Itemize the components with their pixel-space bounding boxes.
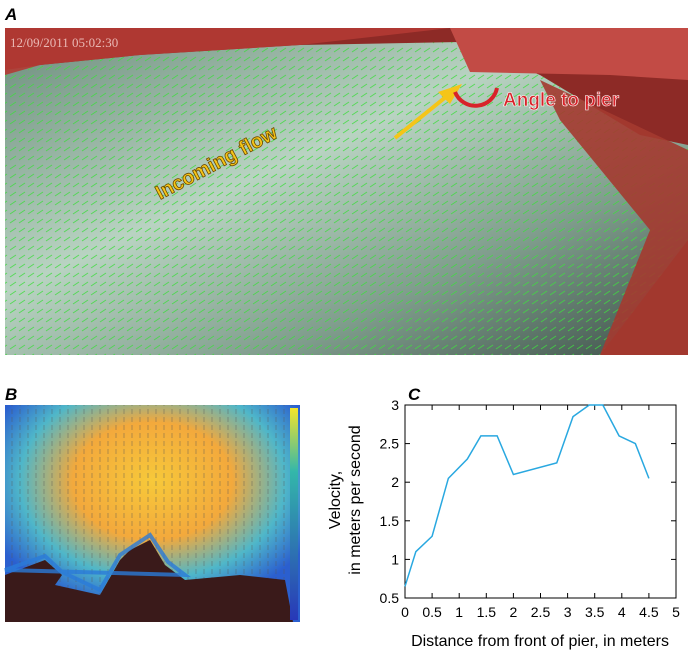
x-tick-label: 1.5 <box>477 604 497 620</box>
panel-label: A <box>4 5 17 24</box>
x-tick-label: 0.5 <box>422 604 442 620</box>
y-axis-label: in meters per second <box>347 425 364 574</box>
y-tick-label: 2.5 <box>380 436 400 452</box>
y-tick-label: 2 <box>391 474 399 490</box>
y-axis-label: Velocity, <box>327 471 344 529</box>
line-chart: C Distance from front of pier, in meters… <box>327 385 680 650</box>
x-tick-label: 2.5 <box>531 604 551 620</box>
x-tick-label: 0 <box>401 604 409 620</box>
plot-frame <box>405 405 676 598</box>
x-tick-label: 4 <box>618 604 626 620</box>
photo <box>5 28 688 355</box>
x-tick-label: 5 <box>672 604 680 620</box>
angle-label: Angle to pier <box>503 90 620 111</box>
y-tick-label: 1.5 <box>380 513 400 529</box>
y-tick-label: 3 <box>391 397 399 413</box>
figure: A 12/09/2011 05:02:30 Incoming flow Angl… <box>0 0 693 656</box>
line <box>405 405 649 586</box>
x-tick-label: 4.5 <box>639 604 659 620</box>
x-tick-label: 1 <box>455 604 463 620</box>
panel-label: B <box>5 385 17 404</box>
y-tick-label: 1 <box>391 551 399 567</box>
x-tick-label: 2 <box>510 604 518 620</box>
x-tick-label: 3 <box>564 604 572 620</box>
x-tick-label: 3.5 <box>585 604 605 620</box>
x-axis-label: Distance from front of pier, in meters <box>411 633 669 650</box>
y-tick-label: 0.5 <box>380 590 400 606</box>
heatmap <box>5 405 300 622</box>
timestamp: 12/09/2011 05:02:30 <box>10 35 118 50</box>
panel-label: C <box>408 385 421 404</box>
